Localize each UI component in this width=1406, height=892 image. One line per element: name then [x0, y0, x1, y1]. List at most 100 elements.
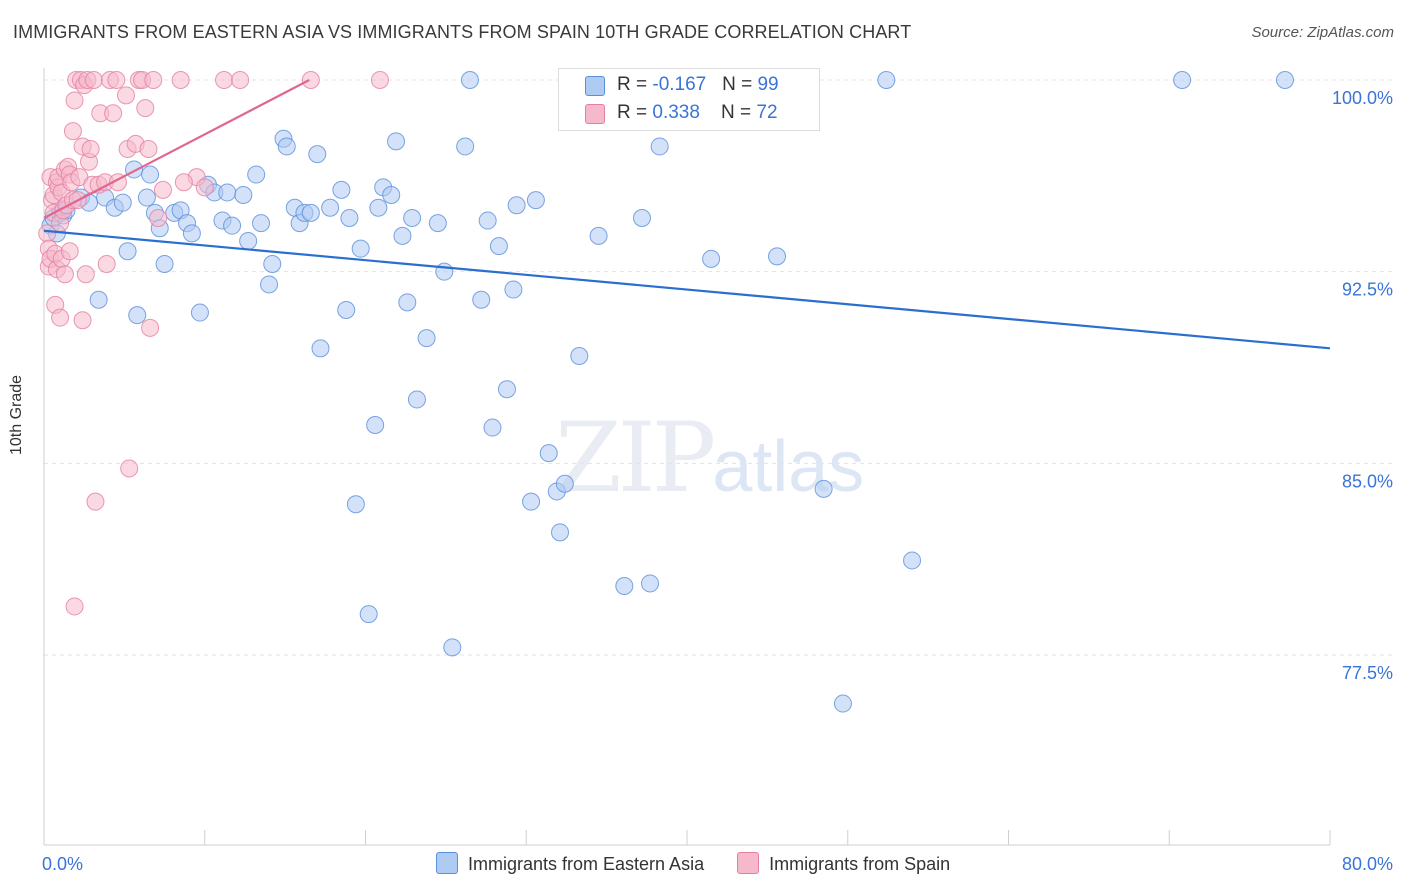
spain-point — [76, 265, 95, 284]
eastern-asia-point — [551, 523, 570, 542]
eastern-asia-point — [340, 209, 359, 227]
eastern-asia-point — [351, 239, 370, 258]
eastern-asia-point — [435, 262, 454, 281]
r-value: -0.167 — [652, 74, 707, 95]
eastern-asia-point — [1275, 71, 1294, 89]
eastern-asia-point — [903, 551, 922, 570]
eastern-asia-point — [456, 137, 475, 156]
spain-point — [63, 122, 82, 141]
watermark: ZIPatlas — [555, 402, 864, 514]
eastern-asia-point — [526, 191, 545, 210]
spain-point — [301, 71, 320, 89]
eastern-asia-point — [428, 214, 447, 233]
spain-point — [370, 71, 389, 89]
spain-point — [107, 71, 126, 89]
r-label: R = — [617, 102, 653, 123]
eastern-asia-point — [507, 196, 526, 215]
eastern-asia-point — [260, 275, 279, 294]
watermark-atlas: atlas — [712, 427, 865, 507]
eastern-asia-point — [483, 418, 502, 437]
spain-point — [97, 255, 116, 273]
spain-point — [81, 140, 100, 158]
chart-title: IMMIGRANTS FROM EASTERN ASIA VS IMMIGRAN… — [13, 22, 912, 42]
x-tick-label: 0.0% — [42, 854, 83, 874]
spain-point — [139, 140, 158, 158]
eastern-asia-point — [308, 145, 327, 164]
n-label: N = — [721, 102, 757, 123]
eastern-asia-point — [702, 249, 721, 268]
series-legend: Immigrants from Eastern Asia Immigrants … — [436, 852, 978, 875]
eastern-asia-point — [141, 165, 160, 184]
eastern-asia-point — [190, 303, 209, 322]
eastern-asia-point — [833, 694, 852, 713]
spain-swatch — [585, 104, 605, 124]
spain-point — [153, 180, 172, 199]
eastern-asia-point — [113, 193, 132, 212]
spain-point — [73, 311, 92, 330]
source-label: Source: ZipAtlas.com — [1251, 24, 1394, 41]
eastern-asia-point — [460, 71, 479, 89]
spain-point — [86, 492, 105, 511]
watermark-zip: ZIP — [555, 402, 716, 514]
eastern-asia-point — [522, 492, 541, 511]
spain-point — [65, 91, 84, 110]
eastern-asia-point — [321, 198, 340, 217]
eastern-asia-point — [497, 380, 516, 399]
eastern-asia-point — [632, 209, 651, 227]
spain-point — [174, 173, 193, 192]
eastern-asia-point — [615, 577, 634, 595]
spain-point — [65, 597, 84, 616]
eastern-asia-point — [570, 347, 589, 365]
eastern-asia-point — [223, 216, 242, 235]
eastern-asia-point — [359, 605, 378, 624]
spain-point — [231, 71, 250, 89]
legend-label: Immigrants from Eastern Asia — [468, 854, 705, 874]
n-label: N = — [722, 74, 758, 95]
eastern-asia-point — [277, 137, 296, 156]
eastern-asia-point — [472, 290, 491, 309]
x-tick-label: 80.0% — [1342, 854, 1393, 874]
spain-point — [136, 99, 155, 118]
spain-point — [215, 71, 234, 89]
eastern-asia-point — [263, 255, 282, 273]
spain-point — [55, 265, 74, 284]
spain-point — [144, 71, 163, 89]
eastern-asia-point — [417, 329, 436, 348]
eastern-asia-point — [877, 71, 896, 89]
legend-item-spain[interactable]: Immigrants from Spain — [737, 852, 950, 875]
spain-trend-line — [43, 79, 310, 219]
eastern-asia-point — [443, 638, 462, 657]
r-label: R = — [617, 74, 653, 95]
eastern-asia-point — [346, 495, 365, 514]
eastern-asia-trend-line — [43, 229, 1331, 350]
spain-point — [171, 71, 190, 89]
eastern-asia-point — [478, 211, 497, 230]
eastern-asia-point — [398, 293, 417, 312]
eastern-asia-point — [89, 290, 108, 309]
n-value: 72 — [756, 102, 778, 123]
eastern-asia-point — [311, 339, 330, 358]
eastern-asia-point — [137, 188, 156, 207]
n-value: 99 — [757, 74, 779, 95]
eastern-asia-point — [247, 165, 266, 184]
spain-point — [120, 459, 139, 478]
y-tick-label: 100.0% — [1332, 88, 1393, 108]
spain-point — [51, 308, 70, 327]
eastern-asia-point — [504, 280, 523, 299]
stats-legend: R = -0.167 N = 99 R = 0.338 N = 72 — [558, 68, 820, 131]
eastern-asia-point — [641, 574, 660, 593]
eastern-asia-point — [218, 183, 237, 202]
y-tick-label: 92.5% — [1342, 280, 1393, 300]
eastern-asia-point — [301, 203, 320, 222]
legend-item-eastern-asia[interactable]: Immigrants from Eastern Asia — [436, 852, 704, 875]
r-value: 0.338 — [652, 102, 700, 123]
eastern-asia-point — [332, 180, 351, 199]
eastern-asia-point — [337, 301, 356, 319]
eastern-asia-point — [1173, 71, 1192, 89]
eastern-asia-point — [234, 186, 253, 204]
eastern-asia-point — [118, 242, 137, 261]
eastern-asia-point — [407, 390, 426, 409]
eastern-asia-point — [252, 214, 271, 233]
eastern-asia-point — [182, 224, 201, 243]
